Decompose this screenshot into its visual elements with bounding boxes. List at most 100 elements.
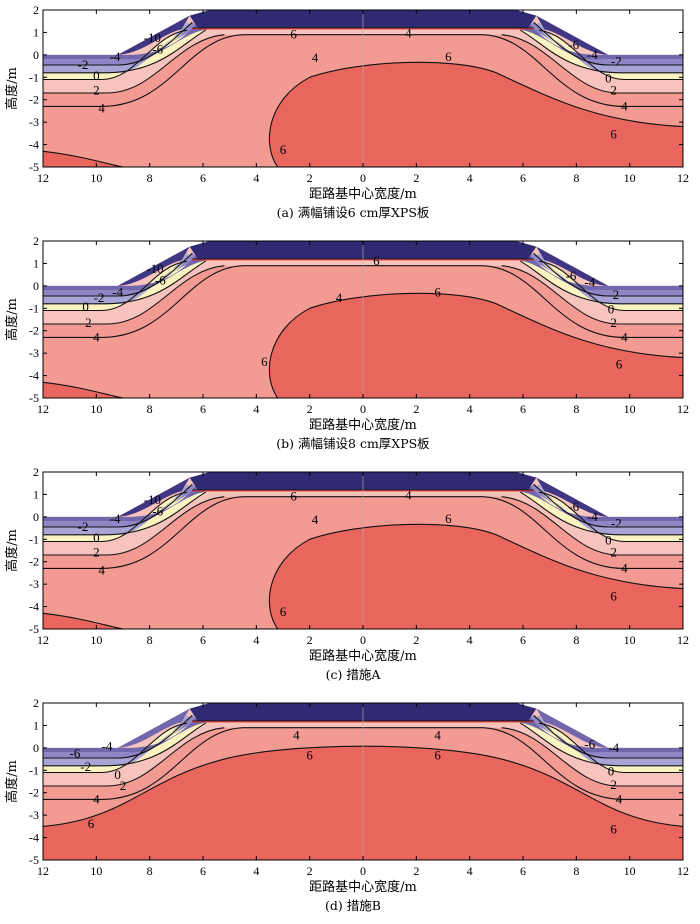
contour-label: 0 xyxy=(605,70,612,85)
plot-area xyxy=(43,241,683,398)
contour-label: -4 xyxy=(112,285,123,300)
region-2 xyxy=(43,246,683,324)
contour-label: -2 xyxy=(78,57,89,72)
x-tick-label: 12 xyxy=(37,402,49,416)
y-tick-label: -5 xyxy=(29,391,39,405)
contour-label: -6 xyxy=(566,268,577,283)
x-tick-label: 0 xyxy=(360,171,366,185)
contour-label: 4 xyxy=(93,791,100,806)
chart-panel-d: -6 -4 -2 0 2 4 6 4 4 6 6 -6 -4 0 2 4 6 12 10 8 6 4 2 0 2 4 6 8 10 12 2… xyxy=(0,693,700,924)
contour-line-c6 xyxy=(268,292,683,398)
contour-line-c6 xyxy=(268,523,683,629)
contour-label: 0 xyxy=(605,532,612,547)
region-2 xyxy=(43,477,683,555)
contour-line-c0 xyxy=(43,260,683,312)
contour-label: 4 xyxy=(621,329,628,344)
contour-label: 6 xyxy=(280,604,287,619)
contour-line-cm2 xyxy=(43,260,683,305)
x-tick-label: 6 xyxy=(200,633,206,647)
contour-label: -6 xyxy=(152,41,163,56)
contour-label: 4 xyxy=(312,50,319,65)
x-tick-label: 4 xyxy=(467,402,473,416)
contour-label: 0 xyxy=(82,299,89,314)
region-4-left xyxy=(43,484,202,527)
contour-label: -10 xyxy=(144,492,161,507)
contour-line-cm4 xyxy=(43,483,683,528)
y-tick-label: 2 xyxy=(33,696,39,710)
y-tick-label: 1 xyxy=(33,256,39,270)
shoulder-core-left xyxy=(117,708,190,748)
contour-label: -6 xyxy=(584,736,595,751)
region-2 xyxy=(43,708,683,786)
shoulder-core-left xyxy=(117,15,190,55)
contour-label: 6 xyxy=(290,489,297,504)
contour-label: -6 xyxy=(568,37,579,52)
contour-label: -4 xyxy=(608,740,619,755)
plot-area xyxy=(43,10,683,167)
x-tick-label: 12 xyxy=(677,864,689,878)
region-6-left xyxy=(43,151,123,167)
y-tick-label: 1 xyxy=(33,25,39,39)
contour-line-c2 xyxy=(43,34,683,94)
y-axis-label: 高度/m xyxy=(4,67,20,110)
contour-label: -10 xyxy=(144,30,161,45)
contour-label: 6 xyxy=(610,126,617,141)
contour-line-6-corner xyxy=(43,150,124,167)
shoulder-core-right xyxy=(536,708,609,748)
region-4-left xyxy=(43,22,202,65)
contour-label: -4 xyxy=(110,49,121,64)
region-6-left xyxy=(43,484,209,522)
figure-caption: (b) 满幅铺设8 cm厚XPS板 xyxy=(276,436,430,451)
chart-panel-c: -10 -6 -4 -2 0 2 4 6 4 4 6 6 -6 -4 -2 0 2 4 6 12 10 8 6 4 2 0 2 4 6 8… xyxy=(0,462,700,693)
contour-line-c2 xyxy=(43,727,683,787)
region-6-right xyxy=(517,715,683,753)
contour-label: -4 xyxy=(587,47,598,62)
region-6 xyxy=(269,62,683,167)
x-tick-label: 10 xyxy=(90,171,102,185)
contour-label: 4 xyxy=(98,101,105,116)
contour-line-c2 xyxy=(43,496,683,556)
y-tick-label: -1 xyxy=(29,301,39,315)
contour-label: 6 xyxy=(373,253,380,268)
x-tick-label: 8 xyxy=(147,864,153,878)
x-axis-label: 距路基中心宽度/m xyxy=(309,648,417,664)
region-0-left xyxy=(43,492,206,542)
y-tick-label: -3 xyxy=(29,346,39,360)
contour-label: 6 xyxy=(280,142,287,157)
region-4-right xyxy=(524,484,683,527)
x-tick-label: 6 xyxy=(520,171,526,185)
x-tick-label: 12 xyxy=(37,633,49,647)
contour-line-6-corner xyxy=(43,612,124,629)
region-6 xyxy=(269,524,683,629)
region-2-right xyxy=(531,253,683,304)
x-tick-label: 10 xyxy=(90,864,102,878)
y-tick-label: -5 xyxy=(29,622,39,636)
contour-label: 0 xyxy=(114,767,121,782)
contour-label: -2 xyxy=(608,287,619,302)
region-6-right xyxy=(517,484,683,522)
y-tick-label: -3 xyxy=(29,115,39,129)
y-tick-label: 1 xyxy=(33,487,39,501)
x-tick-label: 4 xyxy=(253,171,259,185)
contour-line-c2 xyxy=(43,265,683,325)
region-0-right xyxy=(520,492,683,542)
contour-label: -2 xyxy=(611,54,622,69)
region-0-left xyxy=(43,30,206,80)
figure-caption: (c) 措施A xyxy=(326,667,382,682)
x-tick-label: 8 xyxy=(147,171,153,185)
contour-line-cm4 xyxy=(43,714,683,759)
contour-label: 4 xyxy=(405,26,412,41)
region-6-left xyxy=(43,715,209,753)
region-2-right xyxy=(531,22,683,73)
y-tick-label: -1 xyxy=(29,70,39,84)
contour-label: 6 xyxy=(445,511,452,526)
y-tick-label: 2 xyxy=(33,3,39,17)
contour-line-c0 xyxy=(43,722,683,774)
x-tick-label: 2 xyxy=(413,402,419,416)
region-4-right xyxy=(524,253,683,296)
x-tick-label: 12 xyxy=(677,402,689,416)
x-tick-label: 2 xyxy=(413,633,419,647)
contour-label: 4 xyxy=(405,488,412,503)
